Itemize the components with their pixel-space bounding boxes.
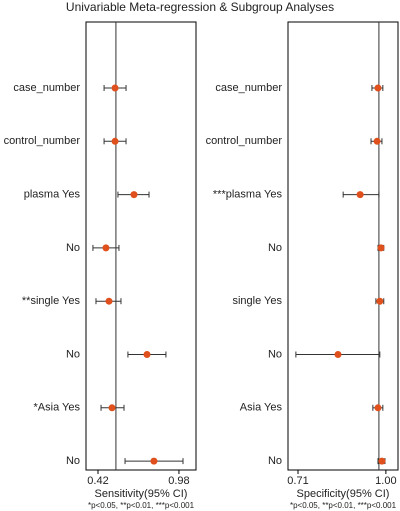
category-label: control_number [206, 135, 283, 147]
category-label: case_number [13, 82, 80, 94]
point [150, 457, 158, 465]
category-label: *Asia Yes [34, 402, 81, 414]
category-label: No [268, 348, 282, 360]
footnote: *p<0.05, **p<0.01, ***p<0.001 [290, 501, 397, 510]
x-tick-label: 0.71 [287, 475, 308, 487]
point [356, 191, 364, 199]
point [334, 351, 342, 358]
point [374, 84, 382, 92]
x-axis-label: Specificity(95% CI) [297, 488, 390, 500]
category-label: case_number [215, 82, 282, 94]
category-label: single Yes [232, 295, 282, 307]
x-axis-label: Sensitivity(95% CI) [95, 488, 188, 500]
footnote: *p<0.05, **p<0.01, ***p<0.001 [88, 501, 195, 510]
category-label: ***plasma Yes [213, 189, 283, 201]
category-label: plasma Yes [24, 189, 81, 201]
category-label: No [268, 242, 282, 254]
point [376, 297, 384, 305]
chart-title: Univariable Meta-regression & Subgroup A… [66, 0, 334, 14]
point [111, 137, 119, 145]
point [108, 404, 116, 412]
point [111, 84, 119, 92]
point [378, 457, 386, 465]
point [143, 351, 151, 358]
x-tick-label: 0.42 [87, 475, 108, 487]
x-tick-label: 0.98 [168, 475, 189, 487]
category-label: control_number [4, 135, 81, 147]
point [105, 297, 113, 305]
point [377, 244, 385, 252]
category-label: No [66, 348, 80, 360]
category-label: **single Yes [22, 295, 81, 307]
category-label: No [66, 242, 80, 254]
plot-frame [85, 21, 197, 471]
point [102, 244, 110, 252]
point [130, 191, 138, 199]
x-tick-label: 1.00 [375, 475, 396, 487]
plot-frame [287, 21, 399, 471]
category-label: Asia Yes [240, 402, 283, 414]
category-label: No [66, 455, 80, 467]
point [374, 404, 382, 412]
point [373, 137, 381, 145]
category-label: No [268, 455, 282, 467]
